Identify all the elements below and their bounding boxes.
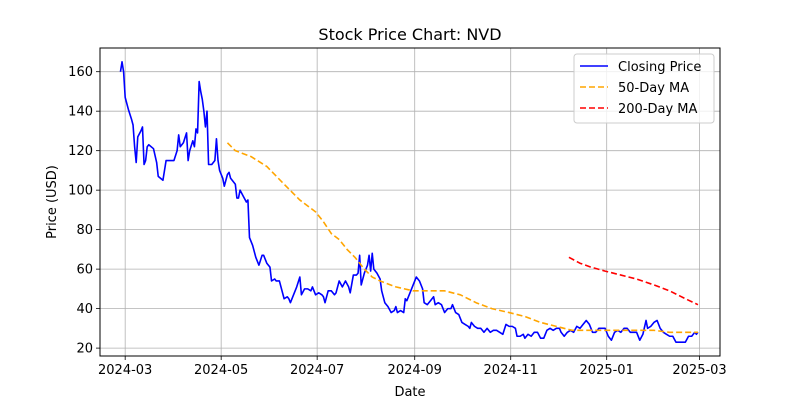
y-tick-label: 60 <box>76 263 93 278</box>
y-tick-label: 80 <box>76 223 93 238</box>
y-axis-ticks: 20 40 60 80 100 120 140 160 <box>68 65 100 357</box>
ma200-line <box>568 256 699 306</box>
x-tick-label: 2024-05 <box>194 363 248 378</box>
y-tick-label: 40 <box>76 302 93 317</box>
legend-label-ma50: 50-Day MA <box>618 81 689 96</box>
x-tick-label: 2024-09 <box>388 363 442 378</box>
x-tick-label: 2025-01 <box>580 363 634 378</box>
y-tick-label: 100 <box>68 184 93 199</box>
legend-label-closing: Closing Price <box>618 60 701 75</box>
chart-title: Stock Price Chart: NVD <box>318 25 501 44</box>
series-layer <box>119 61 699 343</box>
x-tick-label: 2024-07 <box>290 363 344 378</box>
legend-label-ma200: 200-Day MA <box>618 102 698 117</box>
x-tick-label: 2025-03 <box>672 363 726 378</box>
x-tick-label: 2024-11 <box>484 363 538 378</box>
ma50-line <box>226 142 698 334</box>
y-tick-label: 160 <box>68 65 93 80</box>
x-axis-label: Date <box>394 385 425 400</box>
x-tick-label: 2024-03 <box>98 363 152 378</box>
x-axis-ticks: 2024-03 2024-05 2024-07 2024-09 2024-11 2025-… <box>98 356 727 378</box>
plot-frame <box>99 47 721 357</box>
y-tick-label: 120 <box>68 144 93 159</box>
legend: Closing Price 50-Day MA 200-Day MA <box>573 53 715 124</box>
y-tick-label: 140 <box>68 105 93 120</box>
legend-box <box>573 53 715 124</box>
y-tick-label: 20 <box>76 342 93 357</box>
closing-price-line <box>119 61 699 343</box>
y-axis-label: Price (USD) <box>45 165 60 239</box>
